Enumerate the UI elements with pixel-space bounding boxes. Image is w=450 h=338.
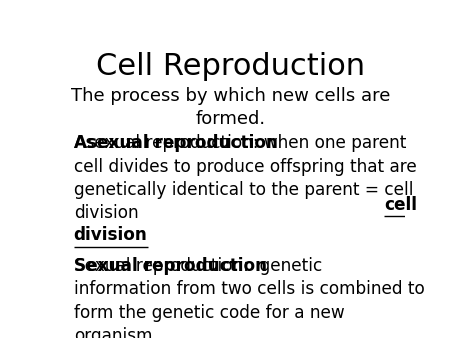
Text: division: division [74,226,148,244]
Text: Asexual reproduction: when one parent
cell divides to produce offspring that are: Asexual reproduction: when one parent ce… [74,134,416,222]
Text: cell: cell [384,196,417,214]
Text: Cell Reproduction: Cell Reproduction [96,52,365,81]
Text: Sexual reproduction:  genetic
information from two cells is combined to
form the: Sexual reproduction: genetic information… [74,257,424,338]
Text: Sexual reproduction: Sexual reproduction [74,257,267,275]
Text: Asexual reproduction: Asexual reproduction [74,134,278,152]
Text: The process by which new cells are
formed.: The process by which new cells are forme… [71,88,390,128]
Text: genetically identical to the parent =: genetically identical to the parent = [74,196,384,214]
